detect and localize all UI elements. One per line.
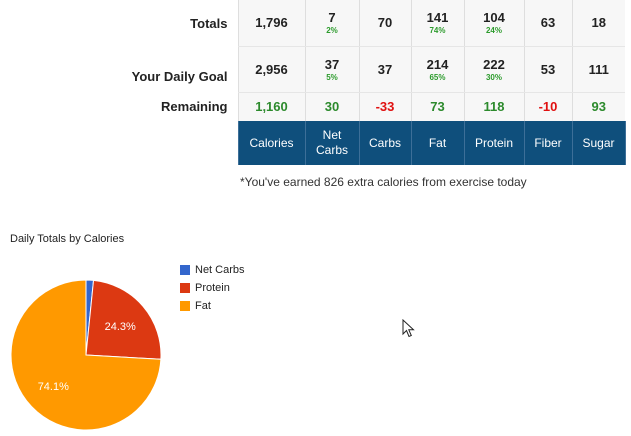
pie-slice-protein: [85, 279, 162, 360]
row-label-remaining: Remaining: [161, 99, 228, 114]
totals-protein: 104 24%: [463, 0, 524, 47]
legend-label-net-carbs: Net Carbs: [195, 264, 245, 276]
pie-label-fat: 74.1%: [38, 381, 69, 393]
goal-row: Your Daily Goal 2,956 37 5% 37 214 65% 222…: [0, 46, 625, 93]
totals-calories: 1,796: [237, 0, 305, 47]
legend-swatch-net-carbs: [180, 265, 190, 275]
goal-protein: 222 30%: [463, 46, 524, 93]
totals-row: Totals 1,796 7 2% 70 141 74% 104 24% 63 18: [0, 0, 625, 47]
col-header-sugar: Sugar: [571, 121, 626, 165]
goal-protein-pct: 30%: [485, 72, 502, 82]
legend-item-net-carbs: Net Carbs: [180, 261, 245, 279]
goal-carbs: 37: [358, 46, 411, 93]
goal-calories: 2,956: [237, 46, 305, 93]
mouse-pointer-icon: [402, 319, 415, 338]
remaining-sugar: 93: [571, 92, 625, 121]
col-header-net-carbs: Net Carbs: [304, 121, 360, 165]
legend-swatch-protein: [180, 283, 190, 293]
pie-chart: 24.3% 74.1%: [10, 279, 162, 431]
goal-net-carbs-pct: 5%: [326, 72, 338, 82]
row-label-goal: Your Daily Goal: [131, 68, 228, 84]
totals-fiber: 63: [523, 0, 572, 47]
exercise-note: *You've earned 826 extra calories from e…: [240, 175, 527, 189]
goal-fiber: 53: [523, 46, 572, 93]
pie-label-protein: 24.3%: [105, 321, 136, 333]
legend-item-protein: Protein: [180, 279, 245, 297]
remaining-carbs: -33: [358, 92, 411, 121]
legend-label-protein: Protein: [195, 282, 230, 294]
totals-net-carbs-pct: 2%: [326, 26, 338, 36]
col-header-protein: Protein: [463, 121, 525, 165]
totals-fat: 141 74%: [410, 0, 464, 47]
pie-slice-fat: [10, 279, 162, 431]
totals-fat-pct: 74%: [429, 26, 446, 36]
remaining-fiber: -10: [523, 92, 572, 121]
legend-swatch-fat: [180, 301, 190, 311]
totals-net-carbs: 7 2%: [304, 0, 359, 47]
remaining-net-carbs: 30: [304, 92, 359, 121]
row-label-totals: Totals: [190, 15, 228, 31]
legend-label-fat: Fat: [195, 300, 211, 312]
nutrition-totals-table: Totals 1,796 7 2% 70 141 74% 104 24% 63 18 …: [0, 0, 626, 165]
remaining-protein: 118: [463, 92, 524, 121]
totals-protein-pct: 24%: [485, 26, 502, 36]
legend-item-fat: Fat: [180, 297, 245, 315]
remaining-calories: 1,160: [237, 92, 305, 121]
col-header-calories: Calories: [237, 121, 306, 165]
col-header-fiber: Fiber: [523, 121, 573, 165]
goal-fat: 214 65%: [410, 46, 464, 93]
totals-carbs: 70: [358, 0, 411, 47]
goal-sugar: 111: [571, 46, 625, 93]
chart-legend: Net Carbs Protein Fat: [180, 261, 245, 315]
col-header-fat: Fat: [410, 121, 465, 165]
totals-sugar: 18: [571, 0, 625, 47]
col-header-carbs: Carbs: [358, 121, 412, 165]
remaining-row: Remaining 1,160 30 -33 73 118 -10 93: [0, 92, 625, 121]
remaining-fat: 73: [410, 92, 464, 121]
goal-fat-pct: 65%: [429, 72, 446, 82]
column-header-row: Calories Net Carbs Carbs Fat Protein Fib…: [0, 121, 626, 165]
chart-title: Daily Totals by Calories: [10, 233, 125, 245]
goal-net-carbs: 37 5%: [304, 46, 359, 93]
